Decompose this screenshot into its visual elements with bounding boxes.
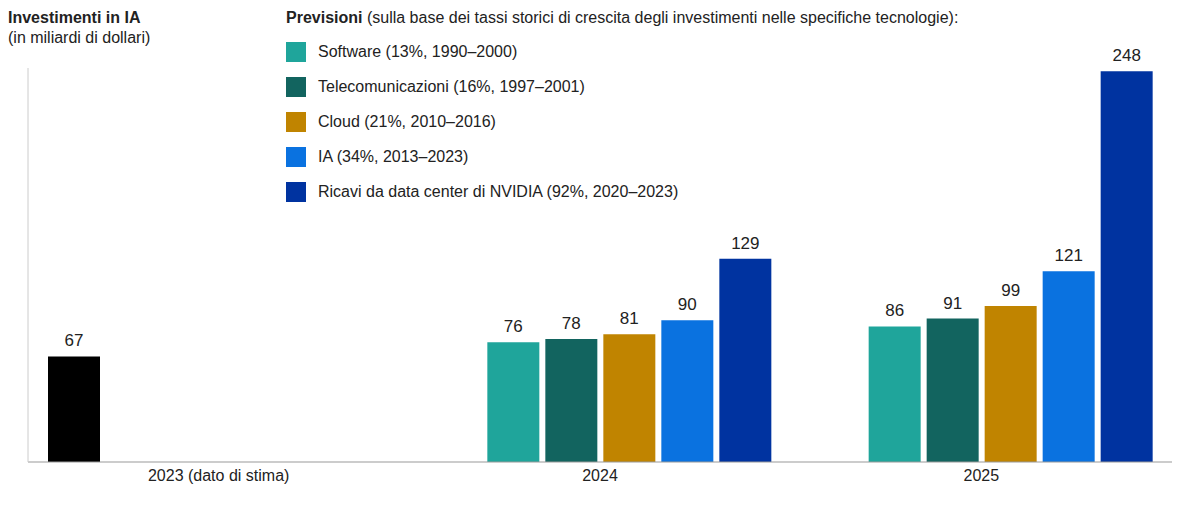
html-text:Software (13%, 1990–2000): Software (13%, 1990–2000) — [318, 43, 518, 60]
svg-text:2023 (dato di stima): 2023 (dato di stima) — [148, 467, 289, 484]
html-text:(in miliardi di dollari): (in miliardi di dollari) — [8, 29, 151, 46]
svg-text:86: 86 — [885, 301, 904, 320]
svg-text:91: 91 — [943, 294, 962, 313]
svg-text:90: 90 — [678, 295, 697, 314]
html-text:Ricavi da data center di NVIDI: Ricavi da data center di NVIDIA (92%, 20… — [318, 183, 679, 200]
html-text:Telecomunicazioni (16%, 1997–2: Telecomunicazioni (16%, 1997–2001) — [318, 78, 585, 95]
svg-text:2024: 2024 — [582, 467, 618, 484]
svg-text:129: 129 — [731, 234, 759, 253]
svg-text:81: 81 — [620, 309, 639, 328]
svg-text:76: 76 — [504, 317, 523, 336]
html-text:Cloud (21%, 2010–2016): Cloud (21%, 2010–2016) — [318, 113, 496, 130]
html-text:Previsioni (sulla base dei tas: Previsioni (sulla base dei tassi storici… — [286, 9, 959, 26]
html-text:IA (34%, 2013–2023): IA (34%, 2013–2023) — [318, 148, 469, 165]
svg-text:78: 78 — [562, 314, 581, 333]
html-text:Investimenti in IA: Investimenti in IA — [8, 9, 141, 26]
svg-text:2025: 2025 — [964, 467, 1000, 484]
svg-text:99: 99 — [1001, 281, 1020, 300]
svg-text:67: 67 — [65, 331, 84, 350]
svg-text:121: 121 — [1054, 246, 1082, 265]
svg-text:248: 248 — [1112, 46, 1140, 65]
